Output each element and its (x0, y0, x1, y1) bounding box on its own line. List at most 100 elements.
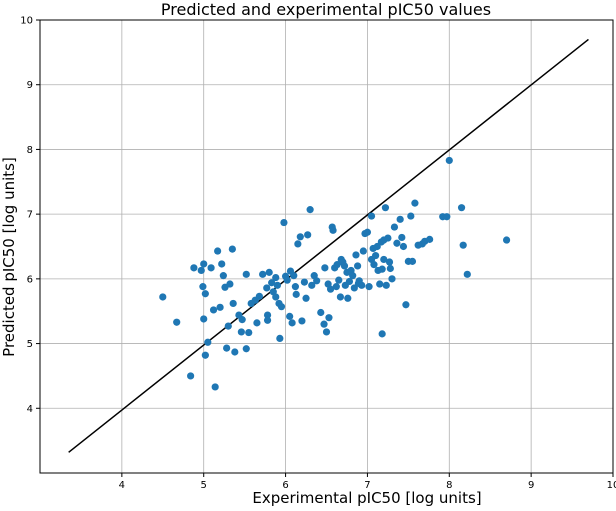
data-point (329, 226, 337, 234)
data-point (226, 280, 234, 288)
data-point (336, 293, 345, 301)
data-point (354, 262, 362, 270)
data-point (291, 283, 299, 291)
data-point (398, 233, 406, 242)
data-point (201, 290, 209, 298)
data-point (399, 242, 408, 251)
y-tick-label: 6 (27, 274, 33, 285)
data-point (390, 223, 399, 231)
y-axis-ticks: 4 5 6 7 8 9 10 (20, 16, 40, 415)
data-point (335, 276, 343, 284)
x-axis-label: Experimental pIC50 [log units] (252, 489, 481, 507)
data-point (426, 235, 434, 243)
data-point (384, 234, 392, 242)
data-points (159, 156, 511, 391)
identity-line (68, 38, 589, 453)
data-point (411, 199, 419, 207)
data-point (216, 303, 224, 311)
data-point (259, 270, 267, 278)
data-point (263, 284, 271, 292)
data-point (345, 277, 354, 286)
y-tick-label: 5 (27, 339, 33, 350)
data-point (302, 294, 310, 302)
data-point (200, 315, 208, 323)
data-point (253, 319, 261, 327)
data-point (263, 316, 272, 324)
x-tick-label: 7 (364, 480, 370, 491)
data-point (381, 204, 390, 212)
data-point (359, 247, 367, 255)
data-point (211, 383, 219, 391)
data-point (265, 268, 273, 276)
data-point (228, 245, 236, 253)
data-point (340, 262, 349, 270)
data-point (322, 328, 331, 336)
data-point (344, 294, 352, 302)
data-point (173, 318, 181, 326)
data-point (218, 260, 226, 268)
data-point (502, 236, 511, 244)
data-point (204, 338, 212, 346)
y-tick-label: 7 (27, 210, 33, 221)
data-point (229, 299, 237, 308)
data-point (358, 281, 366, 289)
data-point (365, 283, 373, 291)
data-point (463, 270, 471, 278)
data-point (363, 228, 372, 236)
x-axis-ticks: 4 5 6 7 8 9 10 (119, 473, 616, 491)
y-tick-label: 8 (27, 145, 33, 156)
data-point (277, 303, 286, 311)
data-point (326, 285, 335, 293)
data-point (386, 264, 394, 273)
y-tick-label: 9 (27, 80, 33, 91)
data-point (238, 316, 246, 324)
data-point (214, 247, 222, 255)
data-point (300, 278, 308, 286)
data-point (286, 312, 294, 320)
data-point (187, 372, 195, 380)
data-point (298, 317, 306, 325)
data-point (219, 272, 227, 280)
data-point (317, 308, 325, 317)
data-point (385, 258, 394, 266)
data-point (402, 301, 410, 309)
data-point (283, 276, 291, 284)
data-point (333, 261, 341, 269)
data-point (306, 206, 314, 214)
y-tick-label: 4 (27, 404, 33, 415)
data-point (199, 283, 207, 291)
data-point (242, 270, 250, 278)
data-point (332, 283, 340, 291)
data-point (445, 156, 453, 165)
data-point (382, 281, 390, 289)
data-point (276, 334, 284, 342)
y-tick-label: 10 (20, 16, 33, 27)
data-point (325, 314, 333, 322)
data-point (224, 322, 232, 330)
data-point (237, 328, 245, 336)
data-point (370, 261, 378, 269)
data-point (288, 319, 296, 327)
x-tick-label: 9 (528, 480, 534, 491)
data-point (263, 311, 272, 319)
data-point (352, 251, 360, 259)
data-point (294, 240, 302, 248)
data-point (245, 328, 253, 337)
x-tick-label: 6 (282, 480, 288, 491)
chart-title: Predicted and experimental pIC50 values (161, 0, 491, 19)
plot-frame (39, 19, 614, 474)
reference-line-layer (68, 38, 589, 453)
data-point (207, 264, 215, 272)
data-point (408, 257, 417, 265)
data-point (376, 280, 384, 288)
data-point (231, 348, 239, 356)
data-point (459, 241, 467, 249)
data-point (372, 251, 380, 260)
data-point (292, 290, 300, 298)
data-point (349, 272, 357, 280)
data-point (273, 281, 281, 289)
x-tick-label: 10 (607, 480, 616, 491)
data-point (320, 320, 328, 328)
data-point (272, 293, 280, 301)
data-point (201, 351, 209, 359)
